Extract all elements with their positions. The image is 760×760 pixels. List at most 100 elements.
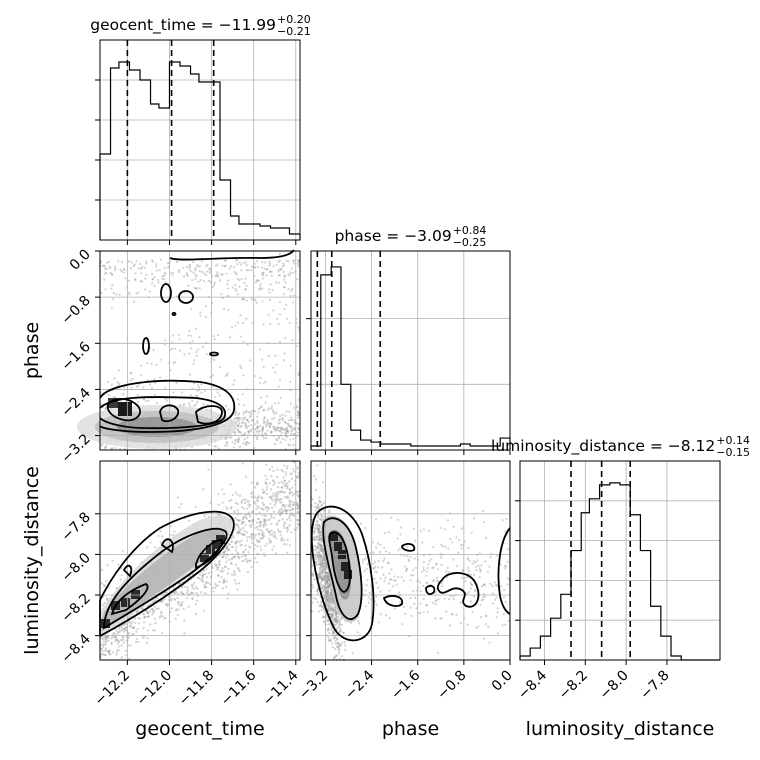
scatter-point	[194, 403, 198, 406]
scatter-point	[264, 514, 267, 517]
scatter-point	[250, 269, 253, 272]
scatter-point	[170, 607, 173, 610]
scatter-point	[272, 545, 275, 548]
scatter-point	[205, 315, 208, 318]
scatter-point	[292, 514, 295, 517]
scatter-point	[293, 427, 296, 430]
scatter-point	[296, 406, 299, 409]
scatter-point	[290, 419, 293, 422]
scatter-point	[237, 566, 240, 570]
scatter-point	[120, 261, 124, 264]
scatter-point	[243, 554, 246, 557]
scatter-point	[403, 565, 407, 568]
scatter-point	[259, 537, 262, 540]
scatter-point	[297, 495, 300, 499]
scatter-point	[503, 588, 506, 592]
scatter-point	[242, 533, 245, 536]
scatter-point	[192, 584, 195, 587]
scatter-point	[227, 408, 230, 411]
scatter-point	[291, 486, 294, 489]
scatter-point	[297, 427, 300, 430]
scatter-point	[118, 645, 121, 648]
scatter-point	[259, 376, 262, 379]
scatter-point	[114, 635, 117, 639]
scatter-point	[412, 590, 415, 593]
scatter-point	[194, 277, 197, 280]
scatter-point	[239, 431, 242, 435]
scatter-point	[366, 578, 369, 582]
scatter-point	[474, 565, 477, 568]
scatter-point	[193, 404, 196, 407]
scatter-point	[381, 566, 384, 569]
scatter-point	[270, 514, 273, 517]
scatter-point	[101, 264, 104, 267]
scatter-point	[218, 279, 222, 282]
scatter-point	[266, 419, 269, 422]
scatter-point	[232, 266, 236, 269]
scatter-point	[264, 480, 267, 484]
scatter-point	[188, 263, 191, 267]
scatter-point	[501, 519, 504, 522]
scatter-point	[317, 610, 321, 613]
scatter-point	[270, 496, 273, 499]
scatter-point	[321, 557, 324, 560]
scatter-point	[480, 564, 483, 567]
scatter-point	[284, 495, 287, 499]
scatter-point	[506, 560, 509, 563]
scatter-point	[439, 526, 442, 529]
scatter-point	[387, 561, 390, 564]
scatter-point	[199, 279, 202, 282]
scatter-point	[151, 607, 154, 611]
scatter-point	[142, 636, 145, 640]
scatter-point	[100, 403, 103, 406]
scatter-point	[216, 273, 220, 276]
scatter-point	[226, 545, 229, 548]
scatter-point	[357, 619, 360, 622]
scatter-point	[504, 623, 507, 626]
scatter-point	[281, 427, 284, 430]
scatter-point	[332, 616, 335, 619]
scatter-point	[152, 349, 155, 352]
scatter-point	[127, 636, 130, 639]
scatter-point	[271, 466, 274, 469]
scatter-point	[241, 298, 244, 301]
scatter-point	[114, 446, 117, 450]
scatter-point	[282, 359, 286, 362]
scatter-point	[244, 261, 247, 264]
scatter-point	[101, 568, 104, 571]
scatter-point	[202, 573, 205, 577]
scatter-point	[244, 288, 247, 291]
scatter-point	[375, 581, 378, 584]
density-cell	[341, 562, 349, 571]
scatter-point	[428, 559, 431, 563]
scatter-point	[297, 265, 300, 268]
scatter-point	[277, 270, 280, 273]
scatter-point	[243, 432, 247, 435]
scatter-point	[101, 643, 104, 646]
scatter-point	[251, 538, 254, 541]
scatter-point	[414, 539, 417, 543]
scatter-point	[150, 362, 153, 366]
scatter-point	[297, 427, 300, 430]
scatter-point	[226, 374, 229, 377]
scatter-point	[222, 569, 225, 572]
scatter-point	[242, 550, 245, 554]
scatter-point	[250, 409, 254, 413]
scatter-point	[279, 417, 282, 421]
scatter-point	[113, 269, 117, 272]
scatter-point	[276, 475, 279, 479]
scatter-point	[107, 393, 110, 397]
scatter-point	[329, 606, 332, 609]
scatter-point	[186, 589, 189, 592]
scatter-point	[410, 614, 413, 617]
scatter-point	[383, 557, 386, 560]
scatter-point	[291, 271, 294, 275]
scatter-point	[143, 266, 146, 269]
scatter-point	[166, 262, 170, 265]
scatter-point	[280, 480, 283, 484]
yaxis-label-phase: phase	[21, 322, 43, 379]
scatter-point	[393, 575, 396, 578]
scatter-point	[282, 482, 285, 485]
scatter-point	[188, 265, 192, 268]
